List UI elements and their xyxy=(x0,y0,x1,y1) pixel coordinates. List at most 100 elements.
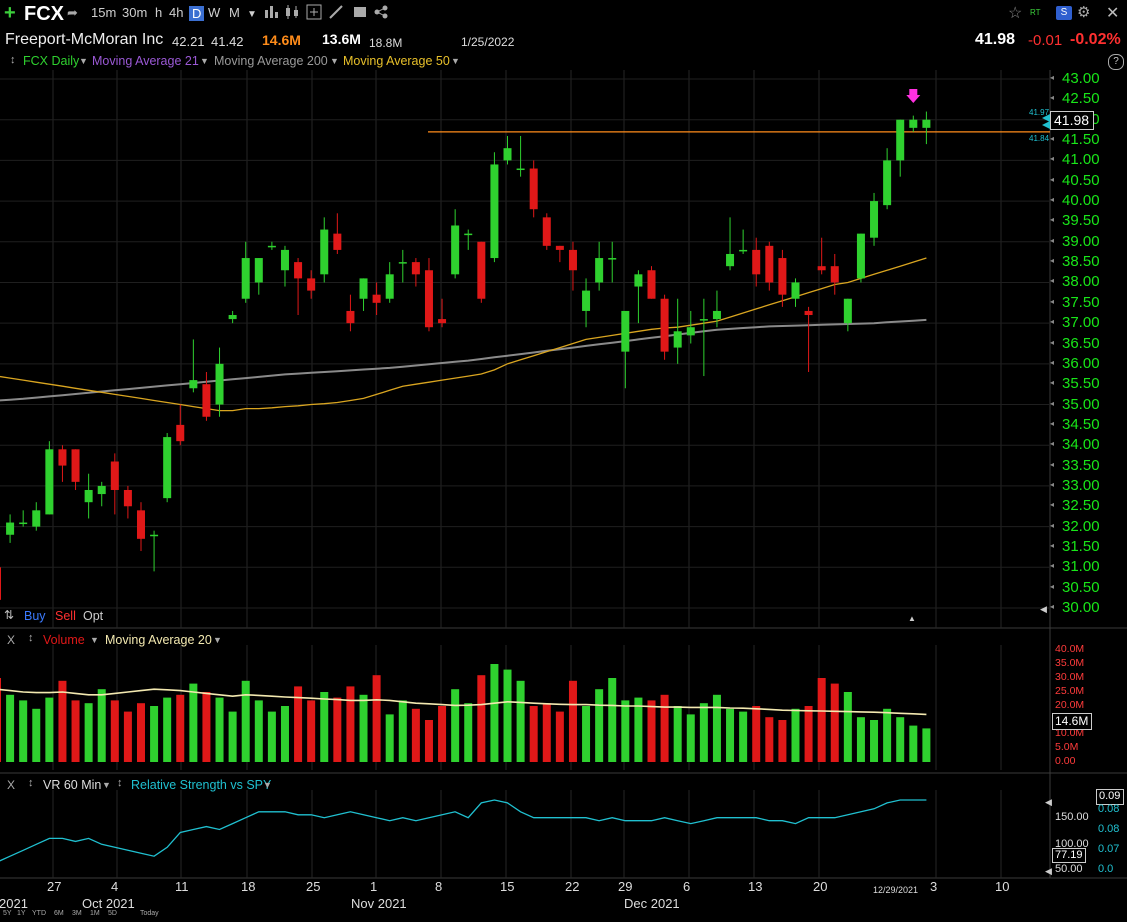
volume-bar xyxy=(150,706,159,762)
range-button-6m[interactable]: 6M xyxy=(54,910,64,917)
timeframe-15m[interactable]: 15m xyxy=(91,5,117,20)
options-button[interactable]: Opt xyxy=(83,609,104,623)
axis-tick-icon: ◂ xyxy=(1050,459,1055,469)
chevron-down-icon[interactable]: ▼ xyxy=(213,635,222,645)
help-icon[interactable]: ? xyxy=(1108,54,1124,70)
range-button-5d[interactable]: 5D xyxy=(108,910,117,917)
relative-strength-line xyxy=(0,799,927,862)
chevron-down-icon[interactable]: ▼ xyxy=(330,56,339,66)
axis-tick-icon: ◂ xyxy=(1050,154,1055,164)
vr-title[interactable]: VR 60 Min xyxy=(43,778,102,792)
order-icon[interactable]: ⇅ xyxy=(4,608,15,622)
candle xyxy=(307,278,316,291)
legend-ma50[interactable]: Moving Average 50 xyxy=(343,54,450,68)
rs-right-axis-3: 0.07 xyxy=(1098,843,1120,855)
volume-axis-label: 30.0M xyxy=(1055,671,1085,683)
legend-series[interactable]: FCX Daily xyxy=(23,54,80,68)
candle xyxy=(333,233,342,250)
timeframe-h[interactable]: h xyxy=(155,5,163,20)
scroll-down-icon[interactable]: ◀ xyxy=(1045,866,1052,876)
volume-ma[interactable]: Moving Average 20 xyxy=(105,633,212,647)
chevron-down-icon[interactable]: ▼ xyxy=(200,56,209,66)
sort-icon[interactable]: ↕ xyxy=(28,777,34,789)
sort-icon[interactable]: ↕ xyxy=(28,632,34,644)
chevron-down-icon[interactable]: ▼ xyxy=(263,780,272,790)
volume-close-button[interactable]: X xyxy=(7,633,16,647)
timeframe-4h[interactable]: 4h xyxy=(169,5,184,20)
date-axis-label: 6 xyxy=(683,879,691,894)
date-axis-label: 10 xyxy=(995,879,1010,894)
range-button-ytd[interactable]: YTD xyxy=(32,910,46,917)
sort-icon[interactable]: ↕ xyxy=(117,777,123,789)
close-icon[interactable]: ✕ xyxy=(1106,5,1120,22)
scroll-right-icon[interactable]: ▲ xyxy=(908,614,916,623)
range-button-today[interactable]: Today xyxy=(140,910,159,917)
notes-icon[interactable] xyxy=(352,4,368,20)
range-button-5y[interactable]: 5Y xyxy=(3,910,12,917)
volume-bar xyxy=(660,694,669,762)
volume-bar xyxy=(516,680,525,762)
sell-button[interactable]: Sell xyxy=(55,609,76,623)
candle xyxy=(254,258,263,283)
candle xyxy=(19,522,28,525)
indicator-icon[interactable] xyxy=(306,4,322,20)
chevron-down-icon[interactable]: ▼ xyxy=(102,780,111,790)
vr-current-value: 77.19 xyxy=(1055,849,1083,861)
timeframe-d[interactable]: D xyxy=(189,6,205,21)
sort-icon[interactable]: ↕ xyxy=(10,54,16,66)
bar-chart-icon[interactable] xyxy=(264,4,280,20)
buy-button[interactable]: Buy xyxy=(24,609,46,623)
candle xyxy=(555,245,564,250)
range-button-1m[interactable]: 1M xyxy=(90,910,100,917)
candle xyxy=(280,249,289,271)
network-icon[interactable] xyxy=(373,4,389,20)
axis-tick-icon: ◂ xyxy=(1050,357,1055,367)
volume-bar xyxy=(294,686,303,762)
add-icon[interactable]: + xyxy=(4,2,16,24)
chevron-down-icon[interactable]: ▼ xyxy=(79,56,88,66)
range-button-3m[interactable]: 3M xyxy=(72,910,82,917)
candle xyxy=(621,310,630,352)
rs-close-button[interactable]: X xyxy=(7,778,16,792)
star-icon[interactable]: ☆ xyxy=(1008,5,1023,22)
volume-bar xyxy=(189,683,198,762)
legend-ma21[interactable]: Moving Average 21 xyxy=(92,54,199,68)
realtime-icon[interactable]: RT xyxy=(1030,8,1041,17)
volume-title[interactable]: Volume xyxy=(43,633,85,647)
chevron-down-icon[interactable]: ▼ xyxy=(247,9,257,20)
candlestick-icon[interactable] xyxy=(284,4,300,20)
axis-tick-icon: ◂ xyxy=(1050,256,1055,266)
rs-title[interactable]: Relative Strength vs SPY xyxy=(131,778,272,792)
rs-current-tag: 0.09 xyxy=(1096,789,1124,805)
sync-icon[interactable]: S xyxy=(1056,6,1072,20)
candle xyxy=(411,262,420,275)
date-axis-label: 20 xyxy=(813,879,828,894)
scroll-up-icon[interactable]: ◀ xyxy=(1040,604,1047,614)
symbol-label[interactable]: FCX xyxy=(24,3,64,25)
pencil-icon[interactable] xyxy=(328,4,344,20)
range-button-1y[interactable]: 1Y xyxy=(17,910,26,917)
axis-tick-icon: ◂ xyxy=(1050,581,1055,591)
timeframe-m[interactable]: M xyxy=(229,5,240,20)
timeframe-30m[interactable]: 30m xyxy=(122,5,148,20)
share-icon[interactable]: ➦ xyxy=(67,5,78,20)
candle xyxy=(6,522,15,535)
settings-icon[interactable]: ⚙ xyxy=(1077,4,1091,21)
candle xyxy=(490,164,499,259)
price-axis-label: 38.50 xyxy=(1062,253,1100,271)
candle xyxy=(136,510,145,539)
chevron-down-icon[interactable]: ▼ xyxy=(90,635,99,645)
candle xyxy=(752,249,761,275)
axis-tick-icon: ◂ xyxy=(1050,418,1055,428)
timeframe-w[interactable]: W xyxy=(208,5,221,20)
chevron-down-icon[interactable]: ▼ xyxy=(451,56,460,66)
candle xyxy=(241,258,250,299)
candle xyxy=(215,363,224,405)
candle xyxy=(32,510,41,527)
candle xyxy=(843,298,852,324)
legend-ma200[interactable]: Moving Average 200 xyxy=(214,54,328,68)
price-axis-label: 42.50 xyxy=(1062,90,1100,108)
axis-tick-icon: ◂ xyxy=(1050,398,1055,408)
scroll-up-icon[interactable]: ◀ xyxy=(1045,797,1052,807)
